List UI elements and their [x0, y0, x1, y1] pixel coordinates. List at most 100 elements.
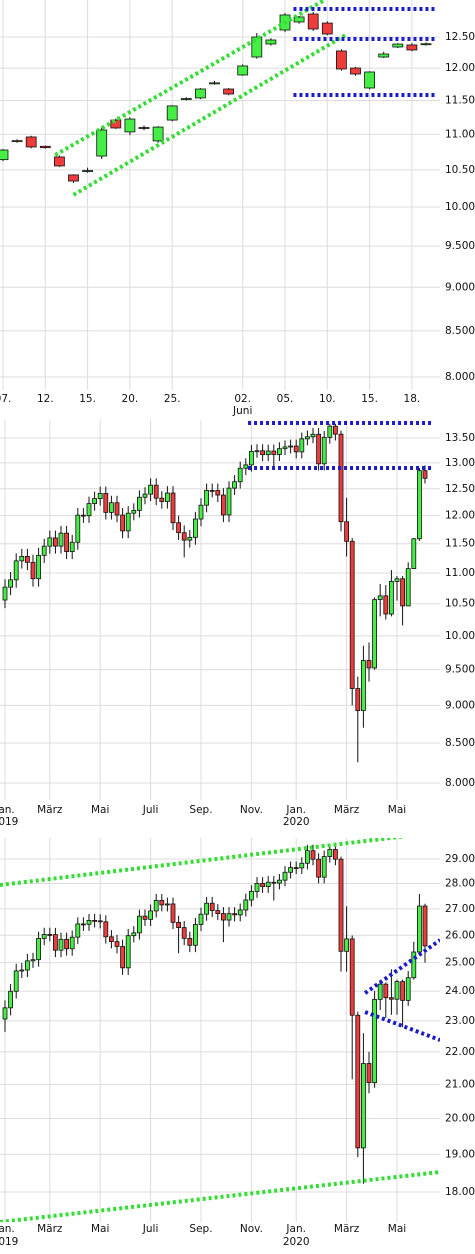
candle-body [114, 941, 120, 947]
candle-body [209, 82, 220, 85]
candle-body [24, 960, 30, 971]
y-tick-label: 10.000 [445, 201, 475, 213]
trend-line [0, 1170, 440, 1222]
y-tick-label: 29.000 [445, 853, 475, 865]
candle-body [41, 545, 47, 556]
candle-body [58, 938, 64, 951]
trend-lines [54, 0, 438, 197]
candle-body [360, 1063, 366, 1149]
y-tick-label: 26.000 [445, 929, 475, 941]
candle-body [388, 997, 394, 1000]
candle-body [394, 981, 400, 1000]
candle-body [97, 920, 103, 923]
candle-body [237, 909, 243, 916]
candle-body [81, 923, 86, 926]
candle-body [388, 581, 394, 615]
candle-body [282, 446, 288, 450]
candle-body [204, 902, 210, 915]
candle-body [220, 913, 226, 921]
candle-body [260, 882, 266, 888]
x-tick-label: Mai [388, 1223, 406, 1235]
x-group-label: 2019 [0, 816, 18, 828]
candle-body [209, 489, 215, 492]
candle-body [372, 998, 378, 1084]
candle-body [13, 970, 19, 992]
y-tick-label: 18.000 [445, 1186, 475, 1198]
candle-body [243, 899, 249, 911]
candle-body [64, 532, 69, 552]
x-tick-label: Mai [388, 804, 406, 816]
candle-body [355, 688, 361, 711]
candle-body [310, 433, 316, 438]
y-tick-label: 24.000 [445, 985, 475, 997]
y-tick-label: 23.000 [445, 1015, 475, 1027]
x-tick-label: März [334, 804, 360, 816]
y-tick-label: 11.000 [445, 567, 475, 579]
candle-body [142, 493, 148, 498]
y-tick-label: 12.500 [445, 31, 475, 43]
x-tick-label: 10. [319, 393, 336, 405]
candle-body [321, 856, 327, 878]
candle-body [30, 561, 36, 580]
candle-body [271, 450, 277, 455]
x-tick-label: Nov. [240, 1223, 263, 1235]
candle-body [405, 568, 411, 607]
candle-body [124, 118, 136, 133]
candle-body [96, 129, 108, 157]
x-tick-label: März [334, 1223, 360, 1235]
y-tick-label: 13.000 [445, 457, 475, 469]
candle-body [125, 935, 131, 969]
candle-body [24, 555, 30, 563]
candle-body [416, 905, 422, 953]
candle-body [338, 858, 344, 952]
y-tick-label: 10.500 [445, 164, 475, 176]
x-tick-label: Mai [91, 804, 109, 816]
candle-body [377, 595, 383, 601]
candle-body [220, 494, 226, 516]
trend-lines [0, 838, 440, 1222]
candle-body [254, 882, 260, 892]
candle-body [209, 902, 215, 911]
candle-body [420, 43, 432, 46]
candle-body [103, 921, 109, 938]
candle-body [411, 538, 417, 570]
x-tick-label: Jan. [285, 804, 306, 816]
candle-body [41, 934, 47, 939]
candle-body [226, 913, 232, 921]
x-group-label: 2019 [0, 1236, 18, 1248]
y-tick-label: 8.000 [445, 371, 475, 383]
candle-body [350, 67, 361, 75]
x-group-label: Juni [232, 405, 252, 417]
candle-body [304, 436, 310, 440]
candle-body [75, 923, 81, 938]
x-tick-label: Sep. [189, 1223, 212, 1235]
x-group-label: 2020 [283, 816, 310, 828]
candle-body [271, 881, 277, 884]
candle-body [248, 891, 254, 901]
candle-body [299, 862, 305, 869]
candle-body [86, 503, 92, 517]
candle-body [310, 850, 316, 860]
candle-body [8, 579, 14, 588]
y-tick-label: 12.000 [445, 510, 475, 522]
x-group-label: 2020 [283, 1236, 310, 1248]
candle-body [366, 660, 372, 669]
y-tick-label: 9.500 [445, 240, 475, 252]
candle-body [194, 88, 206, 99]
candle-body [8, 990, 14, 1009]
candle-body [39, 145, 51, 149]
candle-body [54, 156, 65, 167]
candle-body [293, 867, 299, 870]
candle-body [237, 65, 249, 76]
candle-body [58, 532, 64, 547]
candle-body [69, 936, 75, 950]
x-tick-label: 18. [404, 393, 421, 405]
candle-body [226, 487, 232, 516]
x-tick-label: Jan. [0, 804, 15, 816]
y-tick-label: 21.000 [445, 1078, 475, 1090]
candle-body [344, 521, 350, 542]
candle-body [276, 879, 282, 884]
candle-body [68, 174, 79, 182]
